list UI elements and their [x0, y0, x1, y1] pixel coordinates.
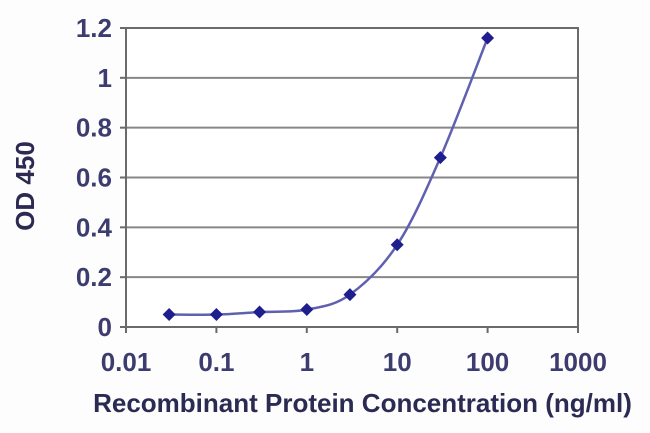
x-tick-label: 1000: [549, 347, 607, 377]
data-point-marker: [300, 303, 314, 317]
x-tick-label: 100: [466, 347, 509, 377]
y-tick-label: 1: [98, 63, 112, 93]
data-point-marker: [433, 151, 447, 165]
x-axis-title: Recombinant Protein Concentration (ng/ml…: [93, 388, 632, 418]
y-tick-label: 1.2: [76, 13, 112, 43]
y-tick-label: 0.8: [76, 113, 112, 143]
x-tick-label: 0.01: [101, 347, 152, 377]
data-point-marker: [253, 305, 267, 319]
data-point-marker: [209, 308, 223, 322]
y-tick-label: 0.4: [76, 212, 113, 242]
y-axis-title: OD 450: [10, 141, 40, 231]
x-tick-label: 10: [383, 347, 412, 377]
y-tick-label: 0.2: [76, 262, 112, 292]
y-tick-label: 0.6: [76, 163, 112, 193]
data-point-marker: [343, 288, 357, 302]
x-tick-label: 0.1: [198, 347, 234, 377]
data-point-marker: [162, 308, 176, 322]
data-point-marker: [481, 31, 495, 45]
y-tick-label: 0: [98, 312, 112, 342]
x-tick-label: 1: [300, 347, 314, 377]
data-point-marker: [390, 238, 404, 252]
